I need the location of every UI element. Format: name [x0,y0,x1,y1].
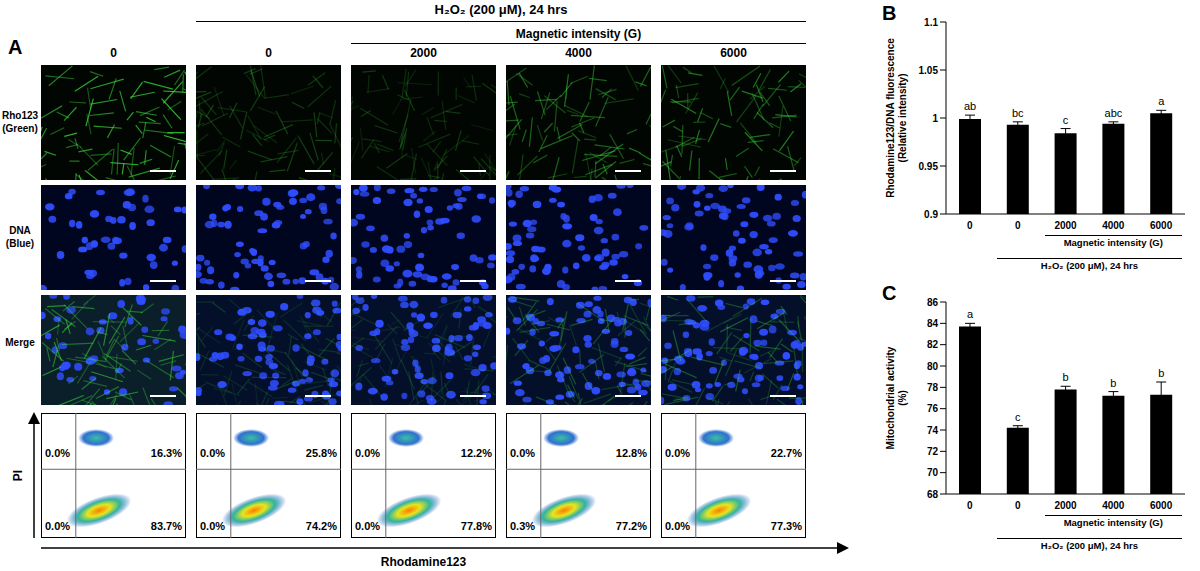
svg-text:b: b [1110,377,1116,389]
svg-text:86: 86 [927,297,939,308]
svg-text:0.0%: 0.0% [355,520,380,532]
svg-text:c: c [1015,411,1021,423]
html-text:Magnetic intensity (G): Magnetic intensity (G) [1063,237,1163,248]
svg-text:0.0%: 0.0% [200,520,225,532]
html-text:H₂O₂ (200 μM), 24 hrs: H₂O₂ (200 μM), 24 hrs [1040,260,1138,271]
svg-text:72: 72 [927,446,939,457]
svg-text:0: 0 [1015,500,1021,511]
svg-text:77.2%: 77.2% [616,520,647,532]
svg-text:0.0%: 0.0% [665,447,690,459]
svg-text:PI: PI [11,470,25,481]
svg-text:c: c [1063,114,1069,126]
svg-text:77.3%: 77.3% [771,520,802,532]
svg-text:Mitochondrial activity(%): Mitochondrial activity(%) [885,346,908,449]
html-text:H₂O₂ (200 μM), 24 hrs: H₂O₂ (200 μM), 24 hrs [1040,540,1138,551]
html-text:0: 0 [265,46,272,60]
svg-text:b: b [1063,371,1069,383]
svg-text:b: b [1158,367,1164,379]
svg-text:74: 74 [927,425,939,436]
svg-text:74.2%: 74.2% [306,520,337,532]
svg-text:2000: 2000 [1054,220,1077,231]
svg-text:70: 70 [927,467,939,478]
svg-text:4000: 4000 [1102,220,1125,231]
html-text:H₂O₂ (200 μM), 24 hrs: H₂O₂ (200 μM), 24 hrs [434,2,568,17]
svg-text:12.8%: 12.8% [616,447,647,459]
html-text:0: 0 [110,46,117,60]
svg-text:Rhodamine123/DNA fluorescence(: Rhodamine123/DNA fluorescence(Relative i… [885,38,908,198]
svg-text:6000: 6000 [1150,500,1173,511]
svg-text:0.0%: 0.0% [200,447,225,459]
svg-text:68: 68 [927,489,939,500]
svg-text:82: 82 [927,339,939,350]
svg-text:Rhodamine123: Rhodamine123 [381,555,467,569]
svg-text:80: 80 [927,361,939,372]
html-text:Rho123 (Green): Rho123 (Green) [1,109,39,134]
svg-text:1.1: 1.1 [924,17,938,28]
svg-text:0: 0 [1015,220,1021,231]
svg-text:12.2%: 12.2% [461,447,492,459]
html-text:Magnetic intensity (G): Magnetic intensity (G) [515,27,642,41]
html-text:C: C [882,282,897,304]
svg-text:77.8%: 77.8% [461,520,492,532]
html-text:B: B [882,2,897,24]
svg-text:a: a [967,308,974,320]
svg-text:0.9: 0.9 [924,209,938,220]
svg-text:22.7%: 22.7% [771,447,802,459]
svg-text:76: 76 [927,403,939,414]
svg-text:1: 1 [932,113,938,124]
svg-text:83.7%: 83.7% [151,520,182,532]
svg-text:0: 0 [967,500,973,511]
html-text:2000: 2000 [410,46,437,60]
svg-text:25.8%: 25.8% [306,447,337,459]
svg-text:0.0%: 0.0% [45,447,70,459]
svg-text:2000: 2000 [1054,500,1077,511]
svg-text:ab: ab [964,100,976,112]
svg-text:4000: 4000 [1102,500,1125,511]
svg-text:84: 84 [927,318,939,329]
html-text:DNA (Blue): DNA (Blue) [5,224,35,249]
svg-text:abc: abc [1105,107,1123,119]
html-text:4000: 4000 [565,46,592,60]
svg-text:16.3%: 16.3% [151,447,182,459]
svg-text:a: a [1158,95,1165,107]
svg-text:0: 0 [967,220,973,231]
svg-text:0.0%: 0.0% [355,447,380,459]
svg-text:0.0%: 0.0% [665,520,690,532]
svg-text:0.0%: 0.0% [510,447,535,459]
html-text:A: A [8,36,23,58]
svg-text:bc: bc [1012,107,1024,119]
svg-text:6000: 6000 [1150,220,1173,231]
html-text:6000: 6000 [720,46,747,60]
svg-text:0.3%: 0.3% [510,520,535,532]
svg-text:0.0%: 0.0% [45,520,70,532]
svg-text:78: 78 [927,382,939,393]
svg-text:1.05: 1.05 [919,65,939,76]
html-text:Magnetic intensity (G): Magnetic intensity (G) [1063,517,1163,528]
svg-text:0.95: 0.95 [919,161,939,172]
html-text:Merge: Merge [5,337,35,348]
